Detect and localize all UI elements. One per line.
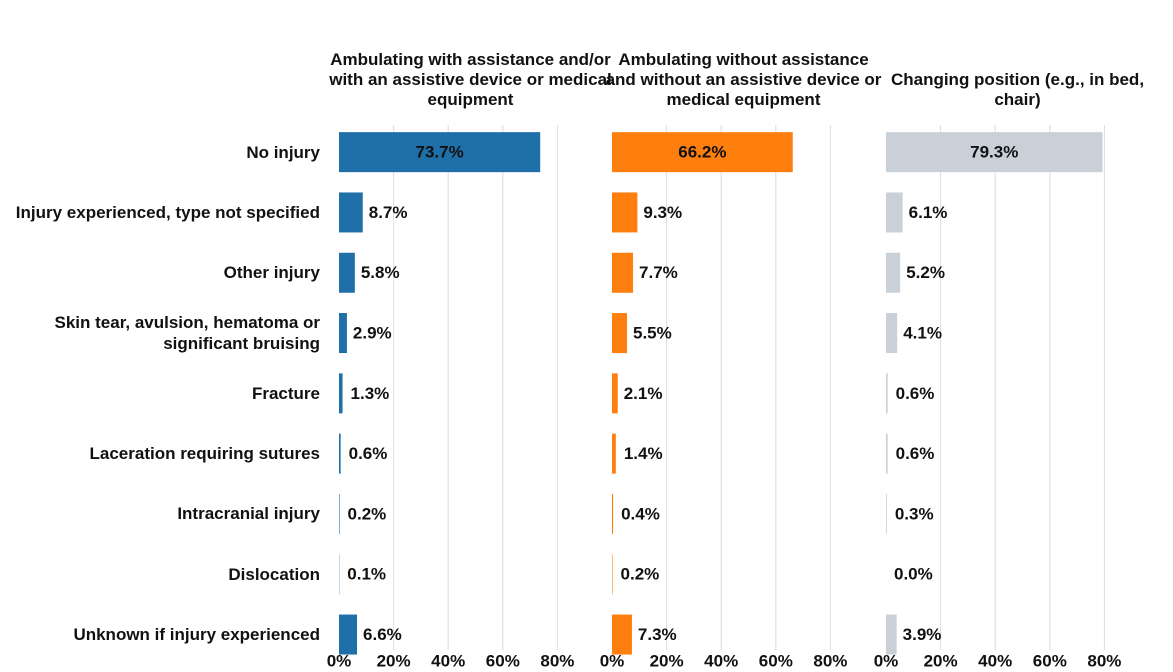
bar (339, 313, 347, 354)
category-label-text: Fracture (251, 383, 320, 403)
category-label-text: No injury (246, 142, 320, 162)
bar (612, 132, 793, 173)
bar (886, 313, 898, 354)
bar (886, 614, 897, 655)
bar (886, 433, 888, 474)
category-label-text: Laceration requiring sutures (89, 444, 321, 464)
category-label-text: Dislocation (228, 564, 320, 584)
value-label: 0.2% (348, 504, 387, 523)
category-label-text: Injury experienced, type not specified (15, 202, 320, 222)
value-label: 6.6% (363, 625, 402, 644)
value-label: 5.8% (361, 263, 400, 282)
bar (886, 192, 903, 233)
bar (339, 614, 358, 655)
bar (612, 373, 618, 414)
value-label: 0.6% (349, 444, 388, 463)
value-label: 1.3% (351, 384, 390, 403)
bar (886, 373, 888, 414)
panel-title-text: Changing position (e.g., in bed, chair) (890, 70, 1145, 109)
category-label: Skin tear, avulsion, hematoma or signifi… (0, 303, 320, 363)
bar (612, 252, 634, 293)
value-label: 9.3% (643, 203, 682, 222)
value-label: 0.2% (621, 565, 660, 584)
value-label: 0.6% (896, 444, 935, 463)
value-label: 4.1% (903, 324, 942, 343)
x-tick-label: 60% (486, 651, 520, 670)
x-tick-label: 0% (874, 651, 899, 670)
bar (612, 313, 628, 354)
x-tick-label: 0% (327, 651, 352, 670)
value-label: 66.2% (678, 143, 726, 162)
x-tick-label: 20% (924, 651, 958, 670)
bar (339, 493, 340, 534)
value-label: 0.6% (896, 384, 935, 403)
value-label: 6.1% (909, 203, 948, 222)
value-label: 5.2% (906, 263, 945, 282)
bar (339, 433, 341, 474)
bar (339, 192, 363, 233)
category-label: Other injury (0, 243, 320, 303)
category-label: Fracture (0, 363, 320, 423)
x-tick-label: 40% (431, 651, 465, 670)
panel-title: Ambulating without assistance and withou… (602, 0, 885, 110)
category-label: Unknown if injury experienced (0, 604, 320, 664)
category-label-text: Intracranial injury (177, 504, 320, 524)
bar (339, 373, 343, 414)
value-label: 8.7% (369, 203, 408, 222)
category-label-text: Unknown if injury experienced (73, 625, 320, 645)
x-tick-label: 40% (704, 651, 738, 670)
value-label: 73.7% (415, 143, 463, 162)
category-label: Injury experienced, type not specified (0, 182, 320, 242)
value-label: 0.0% (894, 565, 933, 584)
x-tick-label: 60% (759, 651, 793, 670)
x-tick-label: 80% (540, 651, 574, 670)
bar (339, 252, 355, 293)
bar (612, 433, 616, 474)
x-tick-label: 80% (813, 651, 847, 670)
category-label-text: Other injury (223, 263, 320, 283)
value-label: 0.4% (621, 504, 660, 523)
x-tick-label: 80% (1087, 651, 1121, 670)
value-label: 2.9% (353, 324, 392, 343)
x-tick-label: 40% (978, 651, 1012, 670)
category-label: Laceration requiring sutures (0, 424, 321, 484)
bar (612, 493, 614, 534)
x-tick-label: 20% (650, 651, 684, 670)
value-label: 2.1% (624, 384, 663, 403)
bar (612, 554, 613, 595)
value-label: 1.4% (624, 444, 663, 463)
bar (886, 252, 901, 293)
x-tick-label: 60% (1033, 651, 1067, 670)
panel-title-text: Ambulating without assistance and withou… (605, 50, 882, 109)
value-label: 7.3% (638, 625, 677, 644)
bar (886, 493, 887, 534)
category-label-text: Skin tear, avulsion, hematoma or signifi… (54, 313, 320, 354)
bar (886, 132, 1103, 173)
category-label: Dislocation (0, 544, 320, 604)
bar (339, 132, 541, 173)
panel-title: Ambulating with assistance and/or with a… (329, 0, 612, 110)
value-label: 3.9% (903, 625, 942, 644)
value-label: 7.7% (639, 263, 678, 282)
category-label: No injury (0, 122, 320, 182)
value-label: 79.3% (970, 143, 1018, 162)
bar (612, 614, 632, 655)
value-label: 0.1% (347, 565, 386, 584)
category-label: Intracranial injury (0, 484, 320, 544)
x-tick-label: 20% (377, 651, 411, 670)
value-label: 5.5% (633, 324, 672, 343)
bar (612, 192, 638, 233)
x-tick-label: 0% (600, 651, 625, 670)
value-label: 0.3% (895, 504, 934, 523)
panel-title-text: Ambulating with assistance and/or with a… (329, 50, 612, 109)
panel-title: Changing position (e.g., in bed, chair) (876, 0, 1159, 110)
